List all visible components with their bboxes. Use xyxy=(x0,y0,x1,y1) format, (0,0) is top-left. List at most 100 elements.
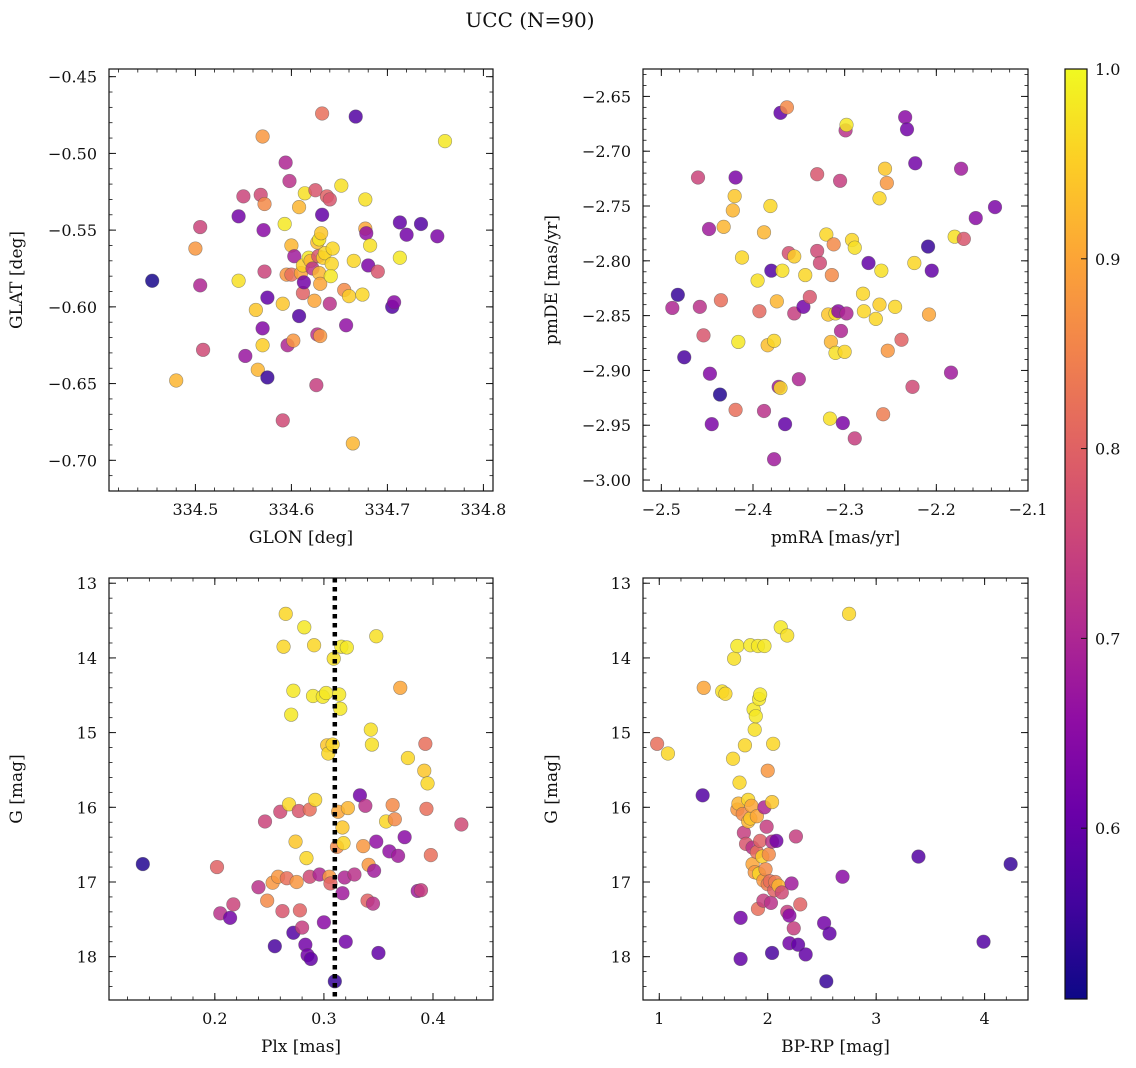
x-tick-label: 4 xyxy=(980,1009,990,1028)
data-point xyxy=(418,736,433,751)
y-tick-label: 17 xyxy=(77,873,97,892)
y-tick-label: −3.00 xyxy=(582,471,631,490)
data-point xyxy=(798,267,813,283)
x-axis-label: GLON [deg] xyxy=(249,528,353,548)
y-tick-label: 18 xyxy=(611,948,631,967)
data-point xyxy=(660,746,676,761)
data-point xyxy=(195,342,211,357)
y-axis-label: G [mag] xyxy=(7,754,27,823)
data-point xyxy=(400,750,416,766)
x-tick-label: 0.3 xyxy=(311,1009,336,1028)
data-point xyxy=(291,308,307,324)
data-point xyxy=(256,223,271,238)
data-point xyxy=(390,848,406,863)
data-point xyxy=(976,934,991,949)
data-point xyxy=(193,278,208,293)
data-point xyxy=(695,788,710,803)
x-tick-label: −2.5 xyxy=(642,500,681,519)
data-point xyxy=(275,413,290,428)
data-point xyxy=(819,227,834,242)
data-point xyxy=(841,606,857,621)
data-point xyxy=(733,951,748,967)
data-point xyxy=(872,191,887,206)
data-point xyxy=(413,216,429,232)
data-point xyxy=(257,814,273,829)
data-point xyxy=(345,436,360,451)
y-tick-label: −0.70 xyxy=(48,451,97,470)
data-point xyxy=(872,297,887,312)
data-point xyxy=(790,937,806,952)
data-point xyxy=(730,638,745,654)
data-point xyxy=(413,883,429,898)
cmd-parallax-panel: 0.2 0.3 0.4 13 14 15 16 17 18 Plx [mas] G [mag] xyxy=(7,574,494,1057)
data-point xyxy=(369,629,384,644)
data-point xyxy=(399,227,414,242)
data-point xyxy=(231,273,246,288)
data-point xyxy=(696,328,711,343)
data-point xyxy=(784,876,799,891)
data-point xyxy=(877,161,893,176)
data-point xyxy=(748,709,763,724)
colorbar-fill xyxy=(1065,69,1087,999)
data-point xyxy=(369,834,384,849)
data-point xyxy=(387,295,402,310)
data-point xyxy=(779,100,795,115)
data-point xyxy=(737,738,753,753)
data-point xyxy=(289,874,304,890)
data-point xyxy=(753,833,768,849)
data-point xyxy=(397,830,412,845)
data-point xyxy=(856,304,872,319)
data-point xyxy=(316,915,332,930)
data-point xyxy=(839,306,854,321)
data-point xyxy=(1003,856,1018,872)
data-point xyxy=(812,255,828,271)
data-point xyxy=(251,880,266,895)
colorbar-tick-label: 0.7 xyxy=(1095,629,1120,648)
x-tick-label: −2.2 xyxy=(917,500,956,519)
data-point xyxy=(325,241,340,256)
x-tick-label: 334.8 xyxy=(460,500,506,519)
data-point xyxy=(318,685,334,701)
y-tick-label: −2.95 xyxy=(582,416,631,435)
data-point xyxy=(733,910,748,925)
data-point xyxy=(907,255,922,271)
data-point xyxy=(798,947,813,962)
data-point xyxy=(226,897,241,912)
data-point xyxy=(340,800,356,816)
y-tick-label: −0.50 xyxy=(48,144,97,163)
data-point xyxy=(775,263,790,278)
data-point xyxy=(956,231,971,246)
data-point xyxy=(874,263,889,278)
data-point xyxy=(286,333,301,348)
data-point xyxy=(968,210,983,226)
data-point xyxy=(313,328,328,344)
data-point xyxy=(761,847,776,862)
data-point xyxy=(908,156,923,171)
data-point xyxy=(861,255,876,271)
data-point xyxy=(347,867,362,882)
data-point xyxy=(810,243,825,259)
x-tick-label: −2.4 xyxy=(734,500,773,519)
data-point xyxy=(774,885,789,900)
data-point xyxy=(371,945,386,961)
data-point xyxy=(339,640,354,655)
data-point xyxy=(356,839,371,854)
colorbar-tick-label: 0.6 xyxy=(1095,819,1120,838)
data-point xyxy=(756,403,772,419)
data-point xyxy=(753,687,768,702)
data-point xyxy=(822,926,837,941)
y-tick-label: −2.85 xyxy=(582,307,631,326)
data-point xyxy=(355,287,370,302)
x-tick-label: 334.5 xyxy=(172,500,218,519)
data-point xyxy=(718,686,733,701)
data-point xyxy=(255,338,270,353)
data-point xyxy=(899,122,915,137)
y-tick-label: 15 xyxy=(611,724,631,743)
data-point xyxy=(855,286,871,301)
data-point xyxy=(847,431,862,446)
data-point xyxy=(819,974,834,989)
data-point xyxy=(987,200,1003,215)
data-point xyxy=(314,226,329,241)
y-axis-label: pmDE [mas/yr] xyxy=(542,215,562,345)
